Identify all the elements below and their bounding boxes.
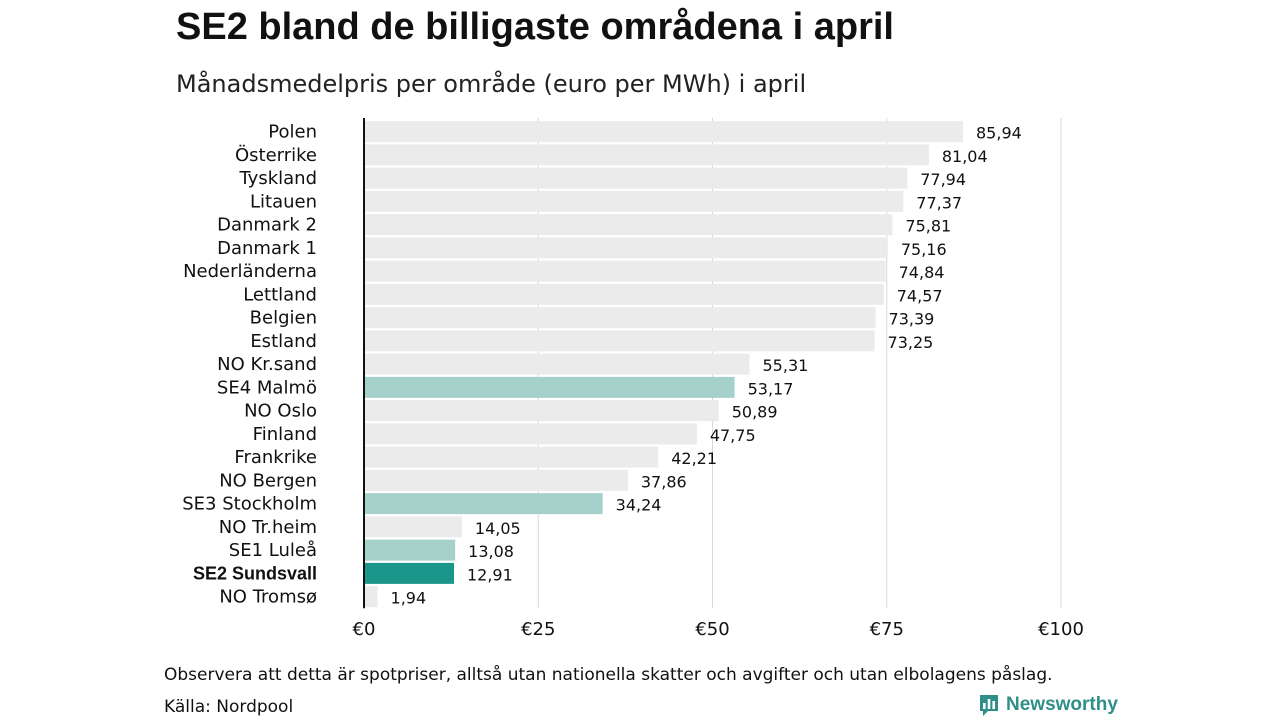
footnote: Observera att detta är spotpriser, allts… [164,665,1053,685]
value-label: 81,04 [942,147,988,166]
value-label: 85,94 [976,124,1022,143]
category-label: Lettland [243,284,317,305]
value-label: 34,24 [616,496,662,515]
value-label: 74,57 [897,286,943,305]
bar [364,214,893,236]
bar [364,423,697,445]
value-label: 75,81 [905,217,951,236]
value-label: 73,39 [889,310,935,329]
value-label: 74,84 [899,263,945,282]
category-label: Litauen [250,191,317,212]
chart-title: SE2 bland de billigaste områdena i april [176,6,894,48]
axis-layer: €0 €25 €50 €75 €100 [353,118,1084,640]
value-label: 12,91 [467,565,513,584]
value-label: 1,94 [391,589,427,608]
x-tick-label: €100 [1038,619,1084,640]
bar [364,144,929,166]
category-label: Estland [250,331,317,352]
x-tick-label: €0 [353,619,376,640]
value-label: 47,75 [710,426,756,445]
category-label: NO Kr.sand [217,354,317,375]
bar [364,121,964,143]
value-label: 53,17 [748,379,794,398]
bar-chart: Polen 85,94 Österrike 81,04 Tyskland 77,94 Lit… [182,118,1084,640]
value-label: 77,37 [916,193,962,212]
bar [364,260,886,282]
bar [364,283,884,305]
category-label: NO Tr.heim [219,517,317,538]
category-label: SE2 Sundsvall [193,563,317,583]
category-label: Österrike [235,144,317,166]
value-label: 50,89 [732,403,778,422]
bar [364,237,888,259]
value-label: 13,08 [468,542,514,561]
bar-layer [364,121,964,608]
bar [364,586,378,608]
bar [364,400,719,422]
bar [364,167,908,189]
value-label: 37,86 [641,472,687,491]
category-label: Tyskland [238,168,317,189]
value-label: 75,16 [901,240,947,259]
bar [364,446,659,468]
value-label: 14,05 [475,519,521,538]
value-label: 73,25 [888,333,934,352]
category-label: NO Tromsø [219,587,317,608]
x-tick-label: €75 [870,619,904,640]
category-label: Frankrike [234,447,317,468]
x-tick-label: €25 [521,619,555,640]
bar [364,562,454,584]
category-label: NO Bergen [219,470,317,491]
category-label: Belgien [250,308,317,329]
category-label: SE4 Malmö [217,377,317,398]
newsworthy-logo-icon [980,695,998,716]
category-label: Polen [268,122,317,143]
bar [364,539,456,561]
value-label: 42,21 [671,449,717,468]
source-note: Källa: Nordpool [164,697,294,717]
bar [364,376,735,398]
value-label: 77,94 [920,170,966,189]
bar [364,307,876,329]
chart-subtitle: Månadsmedelpris per område (euro per MWh… [176,70,807,98]
brand-name: Newsworthy [1006,694,1118,715]
category-label: Finland [253,424,317,445]
bar [364,516,462,538]
bar [364,190,904,212]
category-label: Danmark 2 [217,215,317,236]
category-label: Nederländerna [183,261,317,282]
category-label: SE1 Luleå [229,540,317,561]
category-label: Danmark 1 [217,238,317,259]
brand-logo: Newsworthy [978,693,1118,717]
category-label: SE3 Stockholm [182,494,317,515]
bar [364,353,750,375]
label-layer: Polen 85,94 Österrike 81,04 Tyskland 77,94 Lit… [182,122,1022,608]
bar [364,469,628,491]
value-label: 55,31 [763,356,809,375]
x-tick-label: €50 [695,619,729,640]
category-label: NO Oslo [244,401,317,422]
bar [364,330,875,352]
bar [364,493,603,515]
